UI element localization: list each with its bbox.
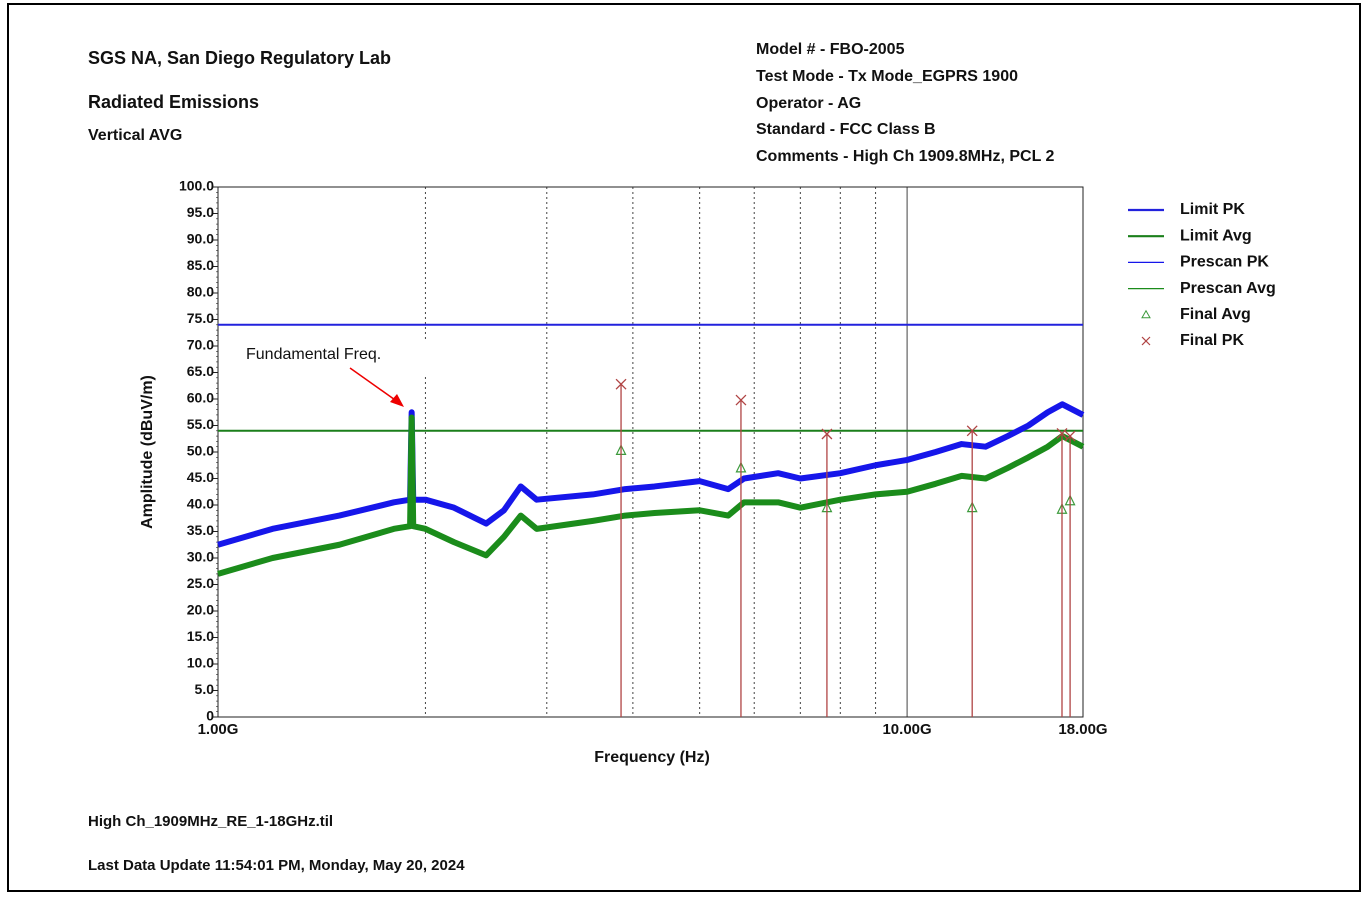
info-line: Operator - AG: [756, 95, 861, 112]
legend-label: Final Avg: [1180, 306, 1251, 323]
annotation-bg: [240, 340, 440, 374]
x-tick-label: 18.00G: [1058, 721, 1107, 738]
marker-x: [735, 394, 747, 406]
footer-line: Last Data Update 11:54:01 PM, Monday, Ma…: [88, 857, 465, 874]
legend-label: Prescan Avg: [1180, 280, 1276, 297]
footer-line: High Ch_1909MHz_RE_1-18GHz.til: [88, 813, 333, 830]
marker-x: [966, 425, 978, 437]
y-tick-label: 55.0: [187, 416, 214, 432]
x-tick-label: 1.00G: [198, 721, 239, 738]
x-axis-label: Frequency (Hz): [594, 749, 710, 766]
legend-label: Final PK: [1180, 332, 1244, 349]
y-tick-label: 75.0: [187, 310, 214, 326]
y-tick-label: 5.0: [195, 681, 215, 697]
y-tick-label: 85.0: [187, 257, 214, 273]
legend-label: Prescan PK: [1180, 254, 1269, 271]
annotation-arrow: [349, 367, 399, 403]
chart-subtitle: Radiated Emissions: [88, 92, 259, 112]
y-tick-label: 95.0: [187, 204, 214, 220]
legend-label: Limit PK: [1180, 201, 1245, 218]
y-tick-label: 25.0: [187, 575, 214, 591]
plot-label: Vertical AVG: [88, 127, 182, 144]
y-axis-label: Amplitude (dBuV/m): [139, 375, 156, 529]
y-tick-label: 0: [206, 708, 214, 724]
marker-x: [615, 378, 627, 390]
x-tick-label: 10.00G: [882, 721, 931, 738]
y-tick-label: 100.0: [179, 178, 214, 194]
legend-label: Limit Avg: [1180, 227, 1252, 244]
annotation: Fundamental Freq.: [246, 346, 381, 363]
y-tick-label: 45.0: [187, 469, 214, 485]
marker-x: [1056, 427, 1068, 439]
y-tick-label: 50.0: [187, 443, 214, 459]
page-border: [7, 3, 1361, 892]
info-line: Comments - High Ch 1909.8MHz, PCL 2: [756, 148, 1055, 165]
y-tick-label: 10.0: [187, 655, 214, 671]
chart-title: SGS NA, San Diego Regulatory Lab: [88, 48, 391, 68]
legend-marker: [1141, 336, 1151, 346]
plot-area: 1.00G 10.00G 18.00G 0 5.0 10.0 15.0 20.0 25.0 30.…: [179, 178, 1276, 738]
marker-x: [821, 428, 833, 440]
info-line: Model # - FBO-2005: [756, 41, 905, 58]
info-line: Test Mode - Tx Mode_EGPRS 1900: [756, 68, 1018, 85]
y-tick-label: 80.0: [187, 284, 214, 300]
series-line: [217, 401, 1085, 548]
annotation-arrowhead: [390, 394, 404, 407]
y-tick-label: 60.0: [187, 390, 214, 406]
y-tick-label: 15.0: [187, 628, 214, 644]
y-tick-label: 30.0: [187, 549, 214, 565]
legend-marker: [1141, 309, 1151, 319]
y-tick-label: 65.0: [187, 363, 214, 379]
y-tick-label: 40.0: [187, 496, 214, 512]
info-line: Standard - FCC Class B: [756, 121, 936, 138]
y-tick-label: 70.0: [187, 337, 214, 353]
series-line: [217, 414, 1085, 577]
y-tick-label: 35.0: [187, 522, 214, 538]
y-tick-label: 20.0: [187, 602, 214, 618]
y-tick-label: 90.0: [187, 231, 214, 247]
marker-x: [1064, 430, 1076, 442]
plot-frame: [217, 186, 1084, 718]
